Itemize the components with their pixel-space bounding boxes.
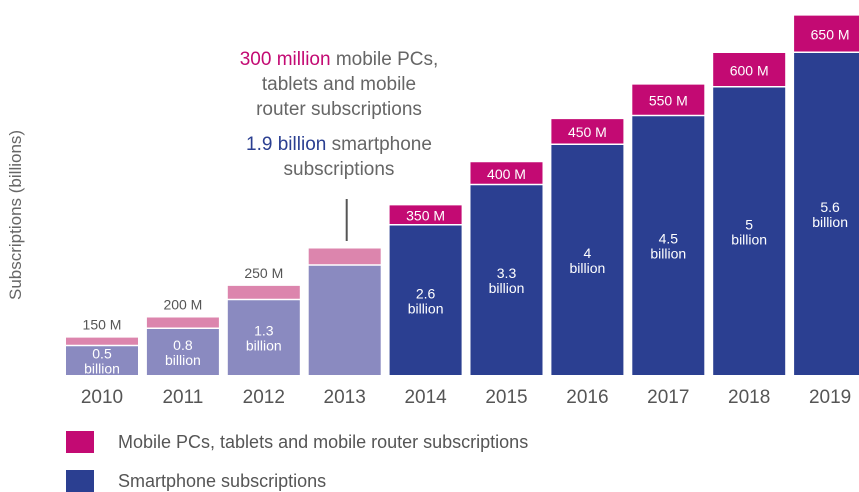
bar-mobile-pc-2012 [227, 285, 300, 299]
y-axis-label: Subscriptions (billions) [6, 129, 25, 300]
label-smartphone-value-2012: 1.3 [254, 323, 274, 339]
bar-smartphone-2017 [632, 116, 705, 375]
label-smartphone-value-2017: 4.5 [659, 231, 679, 247]
callout-line-5: subscriptions [283, 159, 395, 180]
x-tick-2017: 2017 [647, 387, 689, 408]
callout-pc-text: mobile PCs, [330, 49, 439, 70]
bar-smartphone-2019 [794, 53, 859, 375]
label-smartphone-unit-2014: billion [408, 300, 444, 316]
label-mobile-pc-2014: 350 M [406, 207, 445, 223]
callout-line-2: tablets and mobile [261, 74, 417, 95]
label-mobile-pc-2016: 450 M [568, 124, 607, 140]
callout-smartphone-value: 1.9 billion [246, 134, 327, 155]
bar-mobile-pc-2019 [794, 15, 859, 52]
label-mobile-pc-2015: 400 M [487, 166, 526, 182]
bar-mobile-pc-2017 [632, 84, 705, 115]
bar-mobile-pc-2011 [146, 317, 219, 328]
label-smartphone-unit-2015: billion [489, 280, 525, 296]
callout-pc-value: 300 million [239, 49, 331, 70]
bar-smartphone-2012 [227, 300, 300, 375]
legend-swatch-smartphone [66, 470, 94, 492]
label-smartphone-value-2015: 3.3 [497, 265, 517, 281]
bar-mobile-pc-2014 [389, 205, 462, 224]
label-smartphone-value-2016: 4 [584, 245, 592, 261]
label-smartphone-unit-2011: billion [165, 352, 201, 368]
x-tick-2013: 2013 [324, 387, 366, 408]
bar-smartphone-2015 [470, 185, 543, 375]
callout-line-3: router subscriptions [256, 99, 422, 120]
label-mobile-pc-2019: 650 M [811, 26, 850, 42]
bar-smartphone-2014 [389, 225, 462, 375]
x-tick-2012: 2012 [243, 387, 285, 408]
label-smartphone-value-2011: 0.8 [173, 337, 193, 353]
bar-mobile-pc-2013 [308, 248, 381, 265]
y-axis-label-box: Subscriptions (billions) [6, 60, 32, 300]
label-smartphone-unit-2016: billion [569, 260, 605, 276]
label-smartphone-unit-2018: billion [731, 231, 767, 247]
label-smartphone-unit-2017: billion [650, 246, 686, 262]
x-tick-2015: 2015 [485, 387, 527, 408]
label-smartphone-unit-2012: billion [246, 338, 282, 354]
callout-2013: 300 million mobile PCs, tablets and mobi… [208, 47, 470, 182]
x-tick-2016: 2016 [566, 387, 608, 408]
bar-smartphone-2010 [66, 346, 138, 375]
bar-smartphone-2016 [551, 145, 624, 375]
label-smartphone-value-2014: 2.6 [416, 285, 436, 301]
bar-mobile-pc-2015 [470, 162, 543, 184]
callout-line-1: 300 million mobile PCs, [208, 47, 470, 72]
label-mobile-pc-2012: 250 M [244, 265, 283, 281]
x-tick-2018: 2018 [728, 387, 770, 408]
callout-line-4: 1.9 billion smartphone [208, 132, 470, 157]
label-mobile-pc-2010: 150 M [83, 317, 122, 333]
label-smartphone-unit-2010: billion [84, 361, 120, 377]
label-mobile-pc-2011: 200 M [163, 297, 202, 313]
x-tick-2014: 2014 [404, 387, 447, 408]
label-smartphone-value-2019: 5.6 [820, 199, 840, 215]
bar-mobile-pc-2010 [66, 337, 138, 345]
bar-smartphone-2013 [308, 265, 381, 375]
label-smartphone-value-2010: 0.5 [92, 346, 112, 362]
bar-smartphone-2011 [146, 329, 219, 375]
x-tick-2011: 2011 [162, 387, 203, 408]
bar-smartphone-2018 [713, 87, 786, 375]
bar-mobile-pc-2016 [551, 119, 624, 144]
label-smartphone-value-2018: 5 [745, 216, 753, 232]
label-smartphone-unit-2019: billion [812, 214, 848, 230]
legend-label-mobile-pc: Mobile PCs, tablets and mobile router su… [118, 432, 529, 452]
label-mobile-pc-2018: 600 M [730, 62, 769, 78]
legend-swatch-mobile-pc [66, 431, 94, 453]
x-tick-2010: 2010 [81, 387, 123, 408]
legend-label-smartphone: Smartphone subscriptions [118, 471, 327, 491]
bar-mobile-pc-2018 [713, 53, 786, 86]
x-tick-2019: 2019 [809, 387, 851, 408]
label-mobile-pc-2017: 550 M [649, 92, 688, 108]
callout-smartphone-text: smartphone [326, 134, 432, 155]
